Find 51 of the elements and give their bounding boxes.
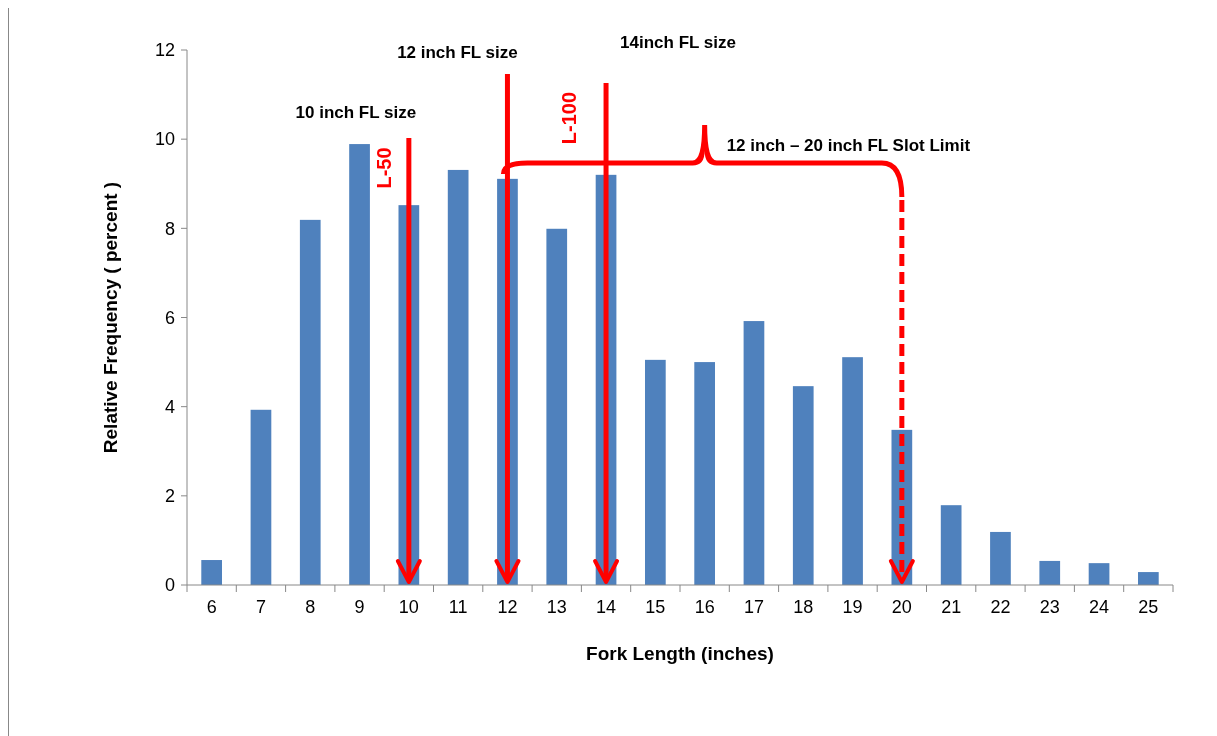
- bar: [447, 169, 469, 585]
- x-tick-label: 23: [1039, 597, 1060, 617]
- x-tick-label: 8: [305, 597, 316, 617]
- bar: [792, 386, 814, 585]
- bar: [990, 531, 1011, 585]
- annotation: L-100: [558, 91, 581, 145]
- y-tick-label: 0: [164, 575, 175, 596]
- x-tick-label: 18: [793, 597, 814, 617]
- y-tick-label: 6: [164, 307, 175, 328]
- y-tick-label: 4: [164, 396, 175, 417]
- bar: [1138, 572, 1159, 585]
- x-tick-label: 12: [497, 597, 518, 617]
- x-axis-title: Fork Length (inches): [586, 643, 774, 664]
- annotation: L-50: [372, 147, 395, 189]
- y-tick-label: 12: [154, 40, 175, 61]
- bar: [743, 321, 765, 585]
- x-tick-label: 10: [398, 597, 419, 617]
- x-tick-label: 14: [596, 597, 617, 617]
- annotation: 12 inch – 20 inch FL Slot Limit: [726, 136, 971, 155]
- bar: [1039, 560, 1061, 585]
- x-tick-label: 15: [645, 597, 666, 617]
- ref-line-label: 12 inch FL size: [397, 43, 518, 62]
- bar: [645, 359, 666, 585]
- x-tick-label: 19: [842, 597, 863, 617]
- bar: [201, 560, 222, 585]
- x-tick-label: 16: [694, 597, 715, 617]
- ref-line-label: 10 inch FL size: [295, 103, 417, 122]
- bar: [250, 409, 272, 585]
- x-tick-label: 11: [448, 597, 468, 617]
- bar: [546, 228, 568, 585]
- x-tick-label: 22: [990, 597, 1011, 617]
- x-tick-label: 24: [1089, 597, 1110, 617]
- bar: [349, 144, 370, 585]
- bar: [842, 357, 863, 585]
- y-tick-label: 2: [164, 486, 175, 507]
- y-tick-label: 8: [164, 218, 175, 239]
- bar: [1088, 563, 1110, 585]
- bar: [299, 219, 321, 585]
- x-tick-label: 7: [255, 597, 266, 617]
- x-tick-label: 25: [1138, 597, 1159, 617]
- x-tick-label: 6: [206, 597, 217, 617]
- ref-line-label: 14inch FL size: [620, 33, 736, 52]
- x-tick-label: 20: [891, 597, 912, 617]
- x-tick-label: 21: [941, 597, 962, 617]
- x-tick-label: 9: [354, 597, 365, 617]
- x-tick-label: 17: [743, 597, 764, 617]
- x-tick-label: 13: [546, 597, 567, 617]
- y-tick-label: 10: [154, 129, 175, 150]
- bar: [940, 505, 962, 585]
- y-axis-title: Relative Frequency ( percent ): [100, 181, 121, 454]
- bar: [694, 362, 715, 585]
